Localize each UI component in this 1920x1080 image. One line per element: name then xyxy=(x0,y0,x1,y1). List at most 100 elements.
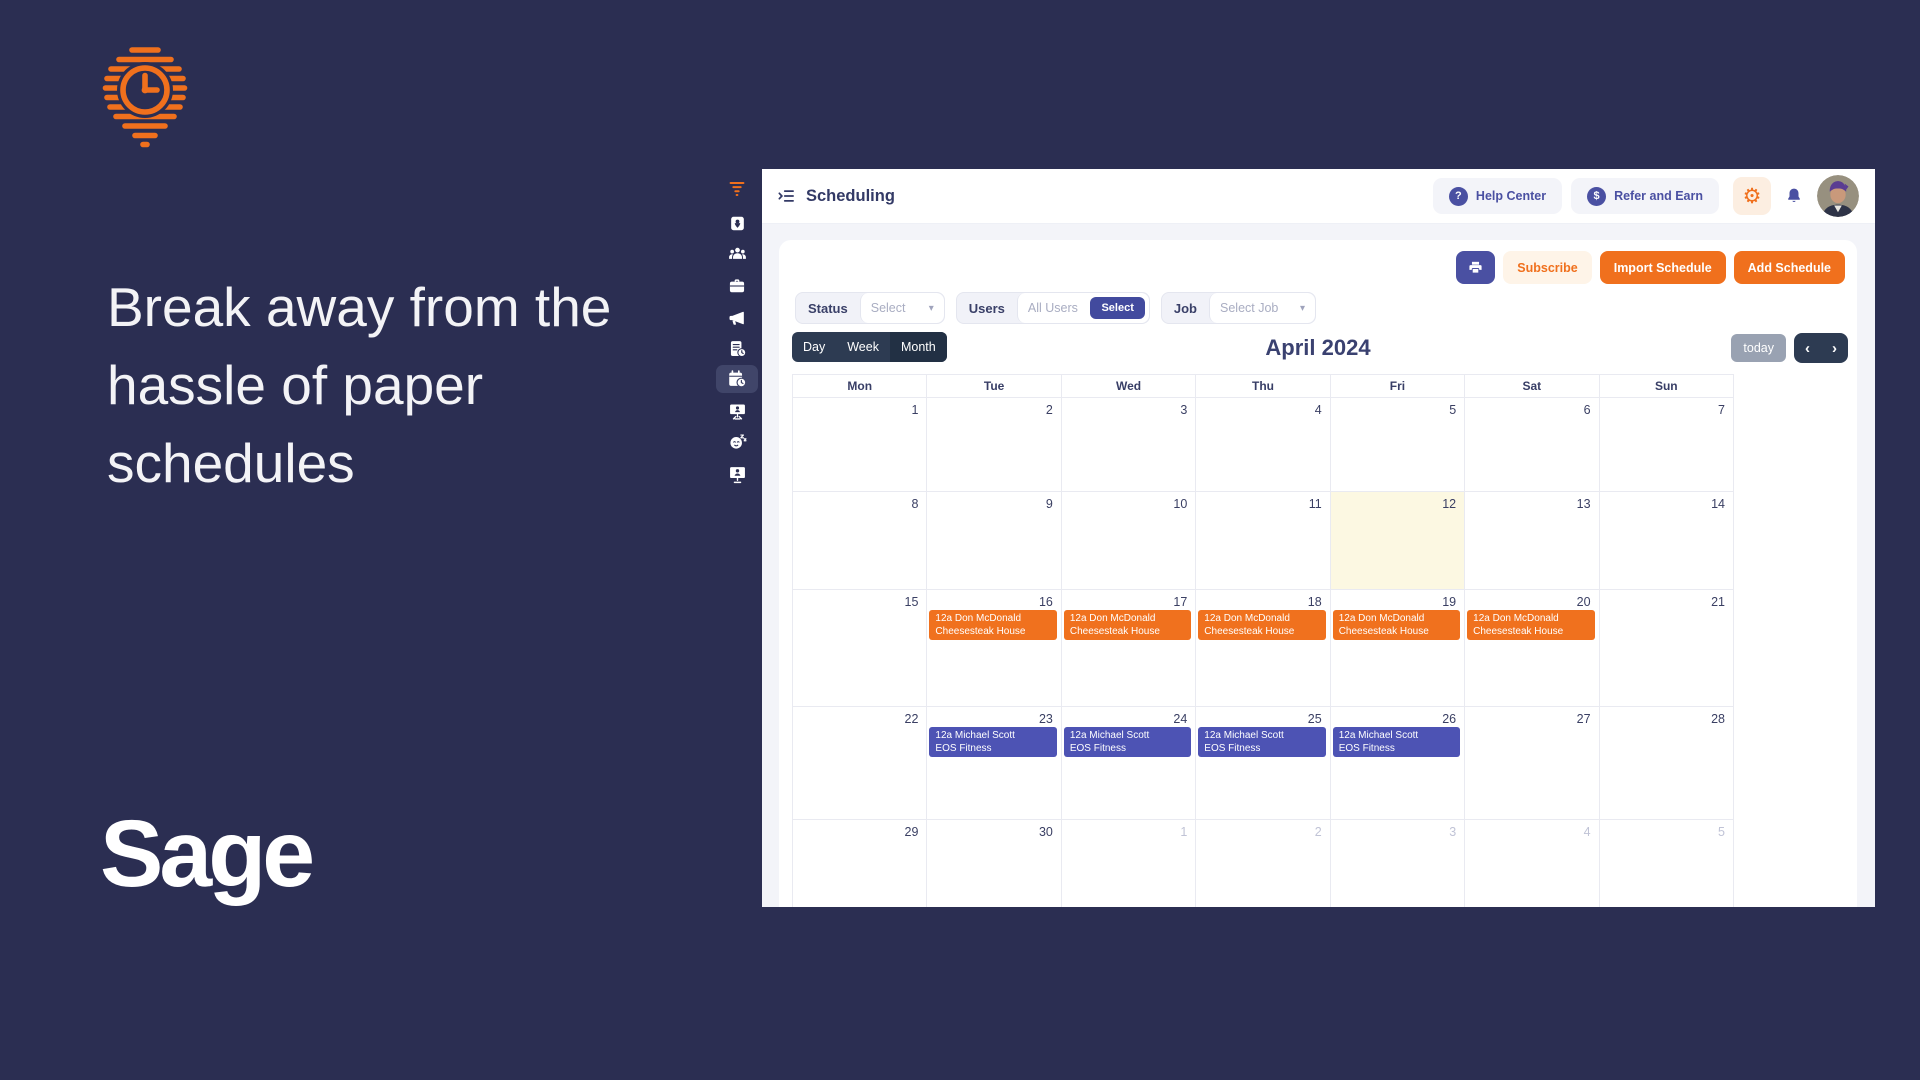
sidebar-item-training[interactable] xyxy=(719,397,755,425)
calendar-day-cell[interactable]: 7 xyxy=(1598,398,1733,491)
chevron-right-icon[interactable]: › xyxy=(1832,339,1837,357)
view-week[interactable]: Week xyxy=(847,340,879,354)
content-area: Subscribe Import Schedule Add Schedule S… xyxy=(762,224,1875,907)
users-filter[interactable]: Users All Users Select xyxy=(955,292,1150,324)
sidebar-item-leave[interactable] xyxy=(719,427,755,455)
event-don[interactable]: 12a Don McDonald Cheesesteak House xyxy=(1063,610,1192,640)
sidebar-item-team[interactable] xyxy=(719,240,755,268)
calendar-day-cell[interactable]: 13 xyxy=(1464,492,1598,589)
calendar-day-headers: Mon Tue Wed Thu Fri Sat Sun xyxy=(792,375,1733,398)
status-placeholder: Select xyxy=(870,301,906,315)
event-don[interactable]: 12a Don McDonald Cheesesteak House xyxy=(1332,610,1461,640)
event-don[interactable]: 12a Don McDonald Cheesesteak House xyxy=(1198,610,1326,640)
date-number: 6 xyxy=(1583,403,1591,417)
calendar-day-cell[interactable]: 2 xyxy=(926,398,1060,491)
help-center-button[interactable]: ? Help Center xyxy=(1432,178,1563,214)
help-center-label: Help Center xyxy=(1475,189,1547,203)
calendar-day-cell[interactable]: 1 xyxy=(792,398,926,491)
calendar-day-cell[interactable]: 11 xyxy=(1195,492,1329,589)
calendar-day-cell[interactable]: 18 12a Don McDonald Cheesesteak House xyxy=(1195,590,1329,706)
calendar-day-cell[interactable]: 29 xyxy=(792,820,926,907)
calendar-day-cell[interactable]: 15 xyxy=(792,590,926,706)
sidebar-item-announcements[interactable] xyxy=(719,304,755,332)
calendar-week-row: 15 16 12a Don McDonald Cheesesteak House 17 1… xyxy=(792,590,1733,707)
calendar-week-row: 8 9 10 11 12 13 14 xyxy=(792,492,1733,590)
event-michael[interactable]: 12a Michael Scott EOS Fitness xyxy=(1198,727,1326,757)
event-michael[interactable]: 12a Michael Scott EOS Fitness xyxy=(1063,727,1192,757)
date-number: 30 xyxy=(1038,825,1053,839)
calendar-day-cell[interactable]: 9 xyxy=(926,492,1060,589)
print-button[interactable] xyxy=(1456,251,1496,284)
calendar-day-cell[interactable]: 27 xyxy=(1464,707,1598,819)
calendar-day-cell[interactable]: 16 12a Don McDonald Cheesesteak House xyxy=(926,590,1060,706)
event-time-title: 12a Michael Scott xyxy=(1338,730,1419,741)
calendar-day-cell[interactable]: 25 12a Michael Scott EOS Fitness xyxy=(1195,707,1329,819)
sage-clock-pin-logo xyxy=(102,44,188,153)
event-michael[interactable]: 12a Michael Scott EOS Fitness xyxy=(1332,727,1461,757)
job-filter[interactable]: Job Select Job ▾ xyxy=(1160,292,1316,324)
date-number: 9 xyxy=(1045,497,1053,511)
sidebar-item-map[interactable] xyxy=(719,209,755,237)
date-number: 18 xyxy=(1307,595,1322,609)
calendar-day-cell[interactable]: 6 xyxy=(1464,398,1598,491)
calendar-day-cell[interactable]: 3 xyxy=(1329,820,1464,907)
event-time-title: 12a Michael Scott xyxy=(1204,730,1284,741)
settings-button[interactable]: ⚙ xyxy=(1733,177,1771,215)
user-avatar[interactable] xyxy=(1817,175,1859,217)
date-number: 1 xyxy=(911,403,919,417)
calendar-day-cell[interactable]: 28 xyxy=(1598,707,1733,819)
calendar-day-cell[interactable]: 12 xyxy=(1329,492,1465,589)
calendar-day-cell[interactable]: 10 xyxy=(1060,492,1195,589)
sidebar-item-scheduling[interactable] xyxy=(716,365,758,393)
users-select-button[interactable]: Select xyxy=(1090,297,1145,319)
refer-and-earn-button[interactable]: $ Refer and Earn xyxy=(1571,178,1719,214)
job-placeholder: Select Job xyxy=(1220,301,1279,315)
app-window: Scheduling ? Help Center $ Refer and Ear… xyxy=(712,169,1875,907)
status-select[interactable]: Select ▾ xyxy=(859,293,944,323)
event-don[interactable]: 12a Don McDonald Cheesesteak House xyxy=(929,610,1057,640)
calendar-day-cell[interactable]: 1 xyxy=(1060,820,1195,907)
calendar-day-cell[interactable]: 23 12a Michael Scott EOS Fitness xyxy=(926,707,1060,819)
subscribe-button[interactable]: Subscribe xyxy=(1503,251,1592,284)
calendar-day-cell[interactable]: 2 xyxy=(1195,820,1329,907)
calendar-day-cell[interactable]: 5 xyxy=(1329,398,1464,491)
calendar-day-cell[interactable]: 21 xyxy=(1598,590,1733,706)
calendar-day-cell[interactable]: 22 xyxy=(792,707,926,819)
calendar-day-cell[interactable]: 20 12a Don McDonald Cheesesteak House xyxy=(1464,590,1598,706)
month-calendar: Mon Tue Wed Thu Fri Sat Sun 1 2 3 4 5 6 7 8 9 10 11 12 13 1… xyxy=(792,374,1734,907)
calendar-day-cell[interactable]: 30 xyxy=(926,820,1060,907)
chevron-down-icon: ▾ xyxy=(1299,302,1305,314)
view-day[interactable]: Day xyxy=(803,340,826,354)
event-location: Cheesesteak House xyxy=(1473,626,1564,637)
event-michael[interactable]: 12a Michael Scott EOS Fitness xyxy=(929,727,1057,757)
calendar-day-cell[interactable]: 8 xyxy=(792,492,926,589)
sleeping-face-icon xyxy=(729,433,747,449)
import-schedule-button[interactable]: Import Schedule xyxy=(1599,251,1726,284)
day-header-mon: Mon xyxy=(792,375,926,397)
today-button[interactable]: today xyxy=(1731,334,1786,362)
chevron-left-icon[interactable]: ‹ xyxy=(1805,339,1810,357)
calendar-day-cell[interactable]: 24 12a Michael Scott EOS Fitness xyxy=(1060,707,1195,819)
sidebar-item-timesheets[interactable] xyxy=(719,334,755,362)
calendar-day-cell[interactable]: 4 xyxy=(1464,820,1598,907)
calendar-day-cell[interactable]: 5 xyxy=(1598,820,1733,907)
users-input[interactable]: All Users Select xyxy=(1016,293,1149,323)
calendar-day-cell[interactable]: 19 12a Don McDonald Cheesesteak House xyxy=(1329,590,1464,706)
job-select[interactable]: Select Job ▾ xyxy=(1209,293,1315,323)
add-schedule-button[interactable]: Add Schedule xyxy=(1733,251,1845,284)
sidebar-item-kiosk[interactable] xyxy=(719,460,755,488)
notifications-bell[interactable] xyxy=(1780,186,1808,206)
status-filter[interactable]: Status Select ▾ xyxy=(795,292,945,324)
day-header-sun: Sun xyxy=(1598,375,1733,397)
calendar-day-cell[interactable]: 4 xyxy=(1195,398,1329,491)
calendar-day-cell[interactable]: 26 12a Michael Scott EOS Fitness xyxy=(1329,707,1464,819)
sidebar-expand-icon[interactable] xyxy=(776,186,796,206)
date-number: 5 xyxy=(1718,825,1725,839)
date-number: 1 xyxy=(1180,825,1188,839)
view-month[interactable]: Month xyxy=(889,332,947,362)
sidebar-item-jobs[interactable] xyxy=(719,272,755,300)
calendar-day-cell[interactable]: 14 xyxy=(1598,492,1733,589)
calendar-day-cell[interactable]: 3 xyxy=(1060,398,1195,491)
calendar-day-cell[interactable]: 17 12a Don McDonald Cheesesteak House xyxy=(1060,590,1195,706)
event-don[interactable]: 12a Don McDonald Cheesesteak House xyxy=(1467,610,1595,640)
